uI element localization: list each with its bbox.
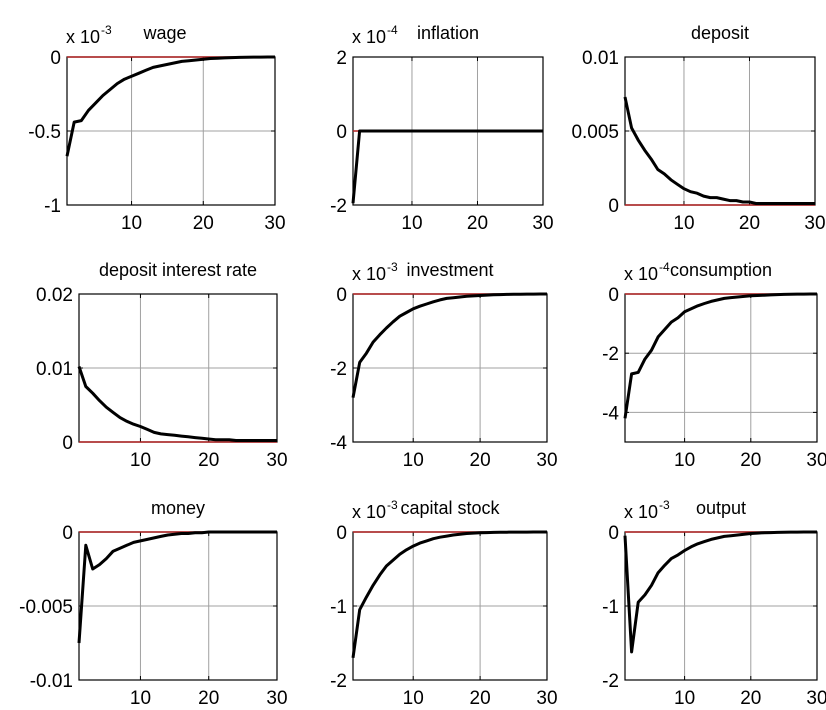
axis-multiplier: x 10 xyxy=(352,27,386,47)
x-tick-label: 20 xyxy=(198,450,219,471)
x-tick-label: 10 xyxy=(130,688,151,709)
axis-multiplier: x 10 xyxy=(66,27,100,47)
series-line xyxy=(623,292,817,419)
panel-title: deposit interest rate xyxy=(99,260,257,280)
y-tick-label: -4 xyxy=(602,403,619,424)
panel-title: deposit xyxy=(691,23,749,43)
panel-3: 10 20 30 0.01 0.005 0 deposit xyxy=(571,23,825,234)
axis-multiplier: x 10 xyxy=(352,502,386,522)
y-tick-label: 0 xyxy=(608,285,619,306)
series-line xyxy=(65,55,275,157)
x-tick-label: 10 xyxy=(674,688,695,709)
x-tick-label: 30 xyxy=(532,213,553,234)
x-tick-label: 20 xyxy=(193,213,214,234)
x-tick-label: 10 xyxy=(403,450,424,471)
x-tick-label: 30 xyxy=(804,213,825,234)
panel-7: 10 20 30 0 -0.005 -0.01 money xyxy=(19,498,287,709)
panel-title: inflation xyxy=(417,23,479,43)
panel-6: 10 20 300-2-4x 10 -4 consumption xyxy=(602,260,826,471)
y-tick-label: 0 xyxy=(50,48,61,69)
x-tick-label: 10 xyxy=(674,450,695,471)
y-tick-label: 0.01 xyxy=(36,359,73,380)
x-tick-label: 10 xyxy=(403,688,424,709)
x-tick-label: 20 xyxy=(470,450,491,471)
x-tick-label: 30 xyxy=(806,688,826,709)
axis-multiplier-exponent: -4 xyxy=(387,23,398,37)
panel-1: 10 20 30 0 -0.5 -1 x 10 -3 wage xyxy=(28,23,285,234)
y-tick-label: 2 xyxy=(336,48,347,69)
panel-9: 10 20 30 0 -1 -2 x 10 -3 output xyxy=(602,498,826,709)
series-line xyxy=(351,292,547,398)
axis-multiplier-exponent: -4 xyxy=(659,260,670,274)
y-tick-label: -2 xyxy=(330,359,347,380)
panel-title: capital stock xyxy=(400,498,500,518)
y-tick-label: -2 xyxy=(330,196,347,217)
y-tick-label: -1 xyxy=(44,196,61,217)
series-line xyxy=(351,129,543,204)
y-tick-label: 0 xyxy=(62,523,73,544)
axis-multiplier: x 10 xyxy=(624,264,658,284)
x-tick-label: 10 xyxy=(130,450,151,471)
panel-title: wage xyxy=(142,23,186,43)
axis-multiplier: x 10 xyxy=(624,502,658,522)
y-tick-label: -2 xyxy=(602,671,619,692)
x-tick-label: 10 xyxy=(121,213,142,234)
x-tick-label: 20 xyxy=(740,688,761,709)
series-line xyxy=(77,530,277,644)
panel-title: consumption xyxy=(670,260,772,280)
y-tick-label: 0 xyxy=(608,196,619,217)
y-tick-label: 0.02 xyxy=(36,285,73,306)
panel-8: 10 20 30 0 -1 -2 x 10 -3 capital stock xyxy=(330,498,557,709)
x-tick-label: 30 xyxy=(536,688,557,709)
y-tick-label: -2 xyxy=(330,671,347,692)
axis-multiplier-exponent: -3 xyxy=(387,260,398,274)
y-tick-label: -2 xyxy=(602,344,619,365)
y-tick-label: -1 xyxy=(330,597,347,618)
axis-multiplier-exponent: -3 xyxy=(387,498,398,512)
axes-frame xyxy=(624,293,818,443)
panel-5: 10 20 30 0 -2 -4 x 10 -3 investment xyxy=(330,260,557,471)
panel-title: output xyxy=(696,498,746,518)
y-tick-label: -4 xyxy=(330,433,347,454)
y-tick-label: 0 xyxy=(336,523,347,544)
x-tick-label: 30 xyxy=(266,450,287,471)
x-tick-label: 10 xyxy=(401,213,422,234)
x-tick-label: 30 xyxy=(536,450,557,471)
y-tick-label: -0.01 xyxy=(30,671,73,692)
y-tick-label: 0 xyxy=(336,122,347,143)
x-tick-label: 30 xyxy=(264,213,285,234)
y-tick-label: 0 xyxy=(608,523,619,544)
y-tick-label: 0 xyxy=(336,285,347,306)
panel-4: 10 20 30 0.02 0.01 0 deposit interest rate xyxy=(36,260,288,471)
x-tick-label: 20 xyxy=(470,688,491,709)
series-line xyxy=(623,96,815,205)
y-tick-label: 0 xyxy=(62,433,73,454)
y-tick-label: 0.01 xyxy=(582,48,619,69)
x-tick-label: 20 xyxy=(198,688,219,709)
x-tick-label: 20 xyxy=(467,213,488,234)
x-tick-label: 30 xyxy=(806,450,826,471)
y-tick-label: -0.005 xyxy=(19,597,73,618)
panel-title: investment xyxy=(406,260,493,280)
series-line xyxy=(351,530,547,659)
x-tick-label: 10 xyxy=(673,213,694,234)
axis-multiplier-exponent: -3 xyxy=(659,498,670,512)
y-tick-label: -1 xyxy=(602,597,619,618)
x-tick-label: 20 xyxy=(739,213,760,234)
series-line xyxy=(623,530,817,654)
y-tick-label: 0.005 xyxy=(571,122,619,143)
series-line xyxy=(77,366,277,442)
axis-multiplier: x 10 xyxy=(352,264,386,284)
axis-multiplier-exponent: -3 xyxy=(101,23,112,37)
x-tick-label: 20 xyxy=(740,450,761,471)
x-tick-label: 30 xyxy=(266,688,287,709)
y-tick-label: -0.5 xyxy=(28,122,61,143)
panel-title: money xyxy=(151,498,205,518)
